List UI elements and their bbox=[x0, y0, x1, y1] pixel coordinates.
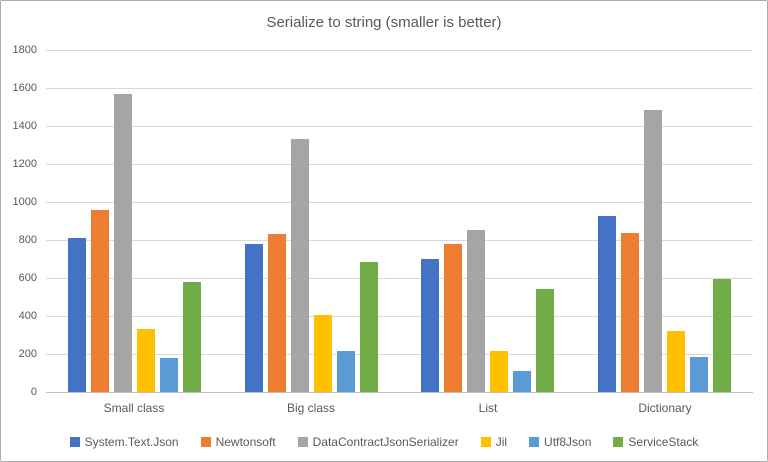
y-axis-tick-label: 0 bbox=[30, 386, 37, 398]
gridline-1600 bbox=[46, 88, 753, 89]
y-axis-tick-label: 1600 bbox=[12, 82, 37, 94]
bar-newtonsoft-dictionary bbox=[621, 233, 639, 392]
bar-servicestack-list bbox=[536, 289, 554, 392]
chart-title: Serialize to string (smaller is better) bbox=[266, 14, 502, 31]
gridline-400 bbox=[46, 316, 753, 317]
y-axis-tick-label: 400 bbox=[18, 310, 37, 322]
bar-system-text-json-list bbox=[421, 259, 439, 392]
legend-entry-servicestack: ServiceStack bbox=[613, 435, 698, 449]
chart-legend: System.Text.Json Newtonsoft DataContractJs… bbox=[1, 434, 767, 450]
legend-marker-datacontractjsonserializer bbox=[297, 437, 308, 447]
bar-jil-list bbox=[490, 351, 508, 392]
bar-servicestack-small-class bbox=[183, 282, 201, 392]
bar-servicestack-dictionary bbox=[713, 279, 731, 392]
legend-entry-utf8json: Utf8Json bbox=[529, 435, 591, 449]
y-axis-tick-label: 800 bbox=[18, 234, 37, 246]
legend-label-servicestack: ServiceStack bbox=[628, 435, 699, 449]
category-label-small-class: Small class bbox=[103, 401, 165, 415]
bar-system-text-json-big-class bbox=[245, 244, 263, 392]
bar-jil-small-class bbox=[137, 329, 155, 392]
y-axis-tick-label: 1400 bbox=[12, 120, 37, 132]
bar-jil-big-class bbox=[314, 315, 332, 392]
bar-datacontractjsonserializer-small-class bbox=[114, 94, 132, 392]
gridline-1200 bbox=[46, 164, 753, 165]
bar-utf8json-dictionary bbox=[690, 357, 708, 392]
gridline-600 bbox=[46, 278, 753, 279]
legend-label-utf8json: Utf8Json bbox=[544, 435, 592, 449]
legend-label-jil: Jil bbox=[495, 435, 508, 449]
legend-label-datacontractjsonserializer: DataContractJsonSerializer bbox=[312, 435, 459, 449]
legend-entry-newtonsoft: Newtonsoft bbox=[200, 435, 276, 449]
bar-newtonsoft-big-class bbox=[268, 234, 286, 392]
y-axis-tick-label: 600 bbox=[18, 272, 37, 284]
gridline-200 bbox=[46, 354, 753, 355]
x-axis-line bbox=[46, 392, 753, 393]
legend-entry-jil: Jil bbox=[480, 435, 508, 449]
bar-jil-dictionary bbox=[667, 331, 685, 392]
legend-marker-newtonsoft bbox=[200, 437, 211, 447]
bar-datacontractjsonserializer-list bbox=[467, 230, 485, 392]
bar-utf8json-big-class bbox=[337, 351, 355, 392]
gridline-1000 bbox=[46, 202, 753, 203]
bar-system-text-json-small-class bbox=[68, 238, 86, 392]
category-label-list: List bbox=[478, 401, 498, 415]
legend-marker-utf8json bbox=[529, 437, 540, 447]
legend-marker-system-text-json bbox=[69, 437, 80, 447]
bar-utf8json-small-class bbox=[160, 358, 178, 392]
y-axis-tick-label: 1800 bbox=[12, 44, 37, 56]
category-label-dictionary: Dictionary bbox=[638, 401, 692, 415]
bar-datacontractjsonserializer-big-class bbox=[291, 139, 309, 392]
legend-marker-jil bbox=[480, 437, 491, 447]
bar-newtonsoft-small-class bbox=[91, 210, 109, 392]
y-axis-tick-label: 200 bbox=[18, 348, 37, 360]
bar-servicestack-big-class bbox=[360, 262, 378, 392]
legend-label-system-text-json: System.Text.Json bbox=[84, 435, 179, 449]
bar-datacontractjsonserializer-dictionary bbox=[644, 110, 662, 392]
bar-system-text-json-dictionary bbox=[598, 216, 616, 392]
legend-entry-system-text-json: System.Text.Json bbox=[69, 435, 179, 449]
y-axis-tick-label: 1000 bbox=[12, 196, 37, 208]
category-label-big-class: Big class bbox=[286, 401, 336, 415]
legend-marker-servicestack bbox=[613, 437, 624, 447]
gridline-1400 bbox=[46, 126, 753, 127]
bar-utf8json-list bbox=[513, 371, 531, 392]
legend-entry-datacontractjsonserializer: DataContractJsonSerializer bbox=[297, 435, 459, 449]
gridline-1800 bbox=[46, 50, 753, 51]
legend-label-newtonsoft: Newtonsoft bbox=[215, 435, 276, 449]
bar-newtonsoft-list bbox=[444, 244, 462, 392]
y-axis-tick-label: 1200 bbox=[12, 158, 37, 170]
gridline-800 bbox=[46, 240, 753, 241]
